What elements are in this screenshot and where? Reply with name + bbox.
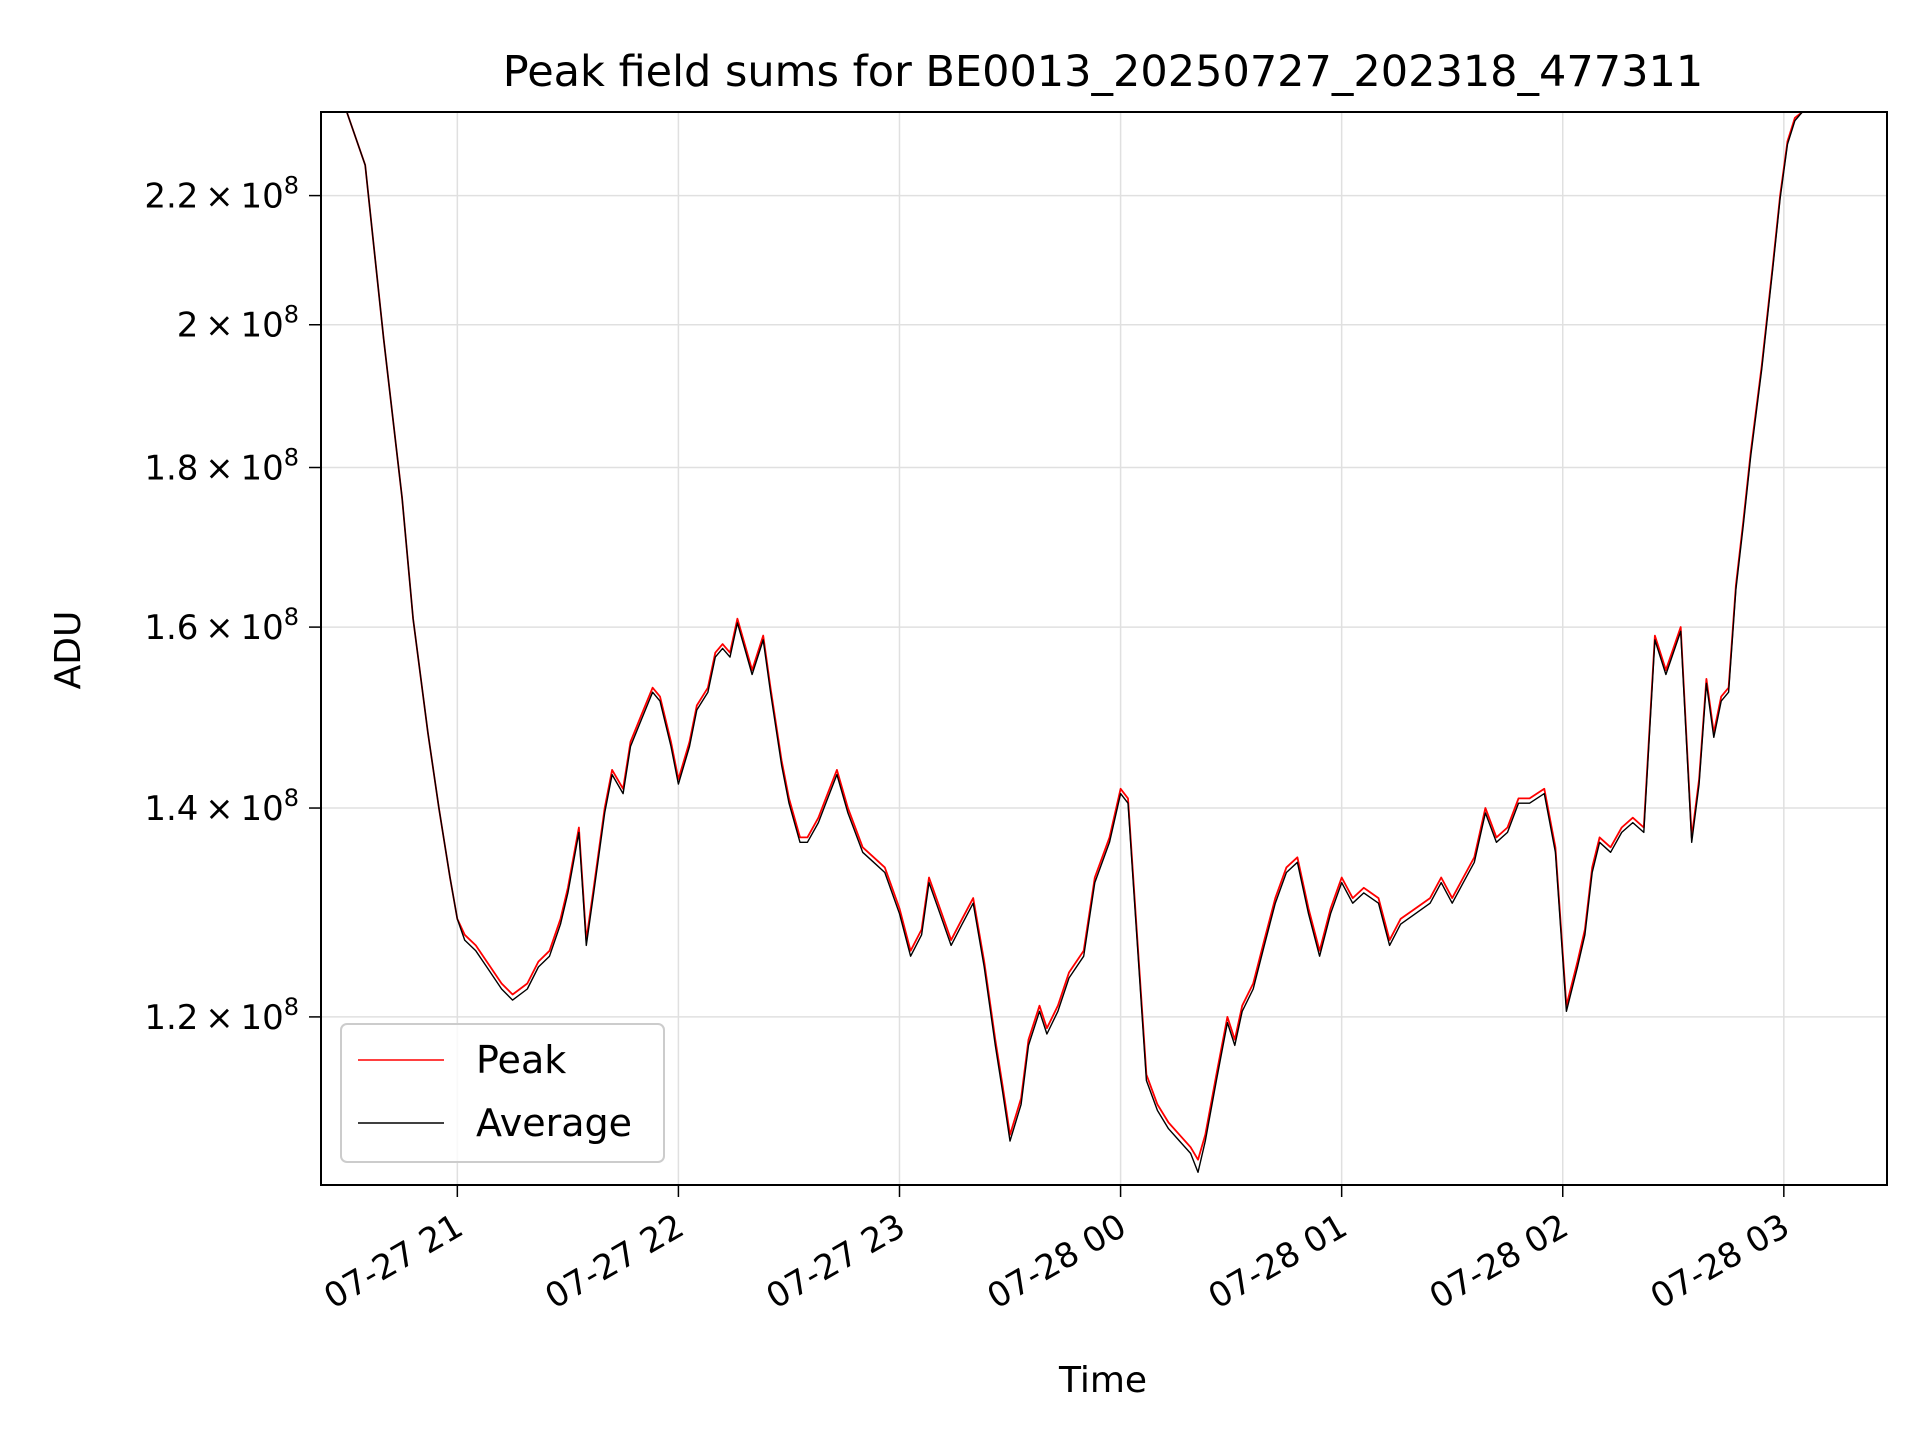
legend-label-peak: Peak (476, 1038, 566, 1082)
series-lines (321, 112, 1825, 1174)
y-tick-label: 1.2 × 108 (144, 993, 299, 1038)
y-tick-label: 2.2 × 108 (144, 172, 299, 217)
y-tick-label: 1.6 × 108 (144, 603, 299, 648)
y-tick-label: 2 × 108 (177, 301, 299, 346)
y-axis-label: ADU (48, 611, 89, 690)
legend-box (340, 1023, 665, 1163)
plot-frame (320, 111, 1888, 1186)
y-tick-label: 1.8 × 108 (144, 444, 299, 489)
chart-title: Peak field sums for BE0013_20250727_2023… (503, 47, 1703, 97)
y-axis-ticks: 1.2 × 108 1.4 × 108 1.6 × 108 1.8 × 108 2 × … (144, 172, 321, 1038)
series-line-average (321, 112, 1825, 1174)
legend-label-average: Average (476, 1101, 632, 1145)
grid-lines (321, 112, 1887, 1185)
x-axis-label: Time (1058, 1360, 1147, 1401)
series-line-peak (321, 112, 1825, 1161)
y-tick-label: 1.4 × 108 (144, 784, 299, 829)
legend: Peak Average (340, 1023, 665, 1163)
